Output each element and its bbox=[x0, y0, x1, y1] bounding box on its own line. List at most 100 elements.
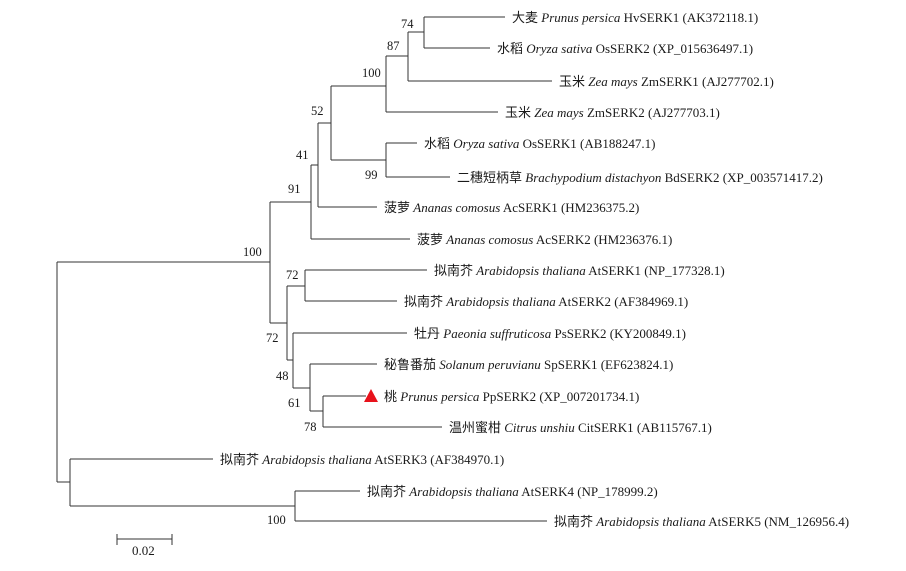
leaf-label-at4: 拟南芥 Arabidopsis thaliana AtSERK4 (NP_178… bbox=[367, 484, 658, 499]
leaf-species-name: Arabidopsis thaliana bbox=[408, 484, 519, 499]
highlight-triangle-icon bbox=[364, 389, 378, 402]
leaf-common-name: 牡丹 bbox=[414, 326, 443, 341]
leaf-accession: (HM236376.1) bbox=[591, 232, 673, 247]
scale-bar: 0.02 bbox=[116, 534, 173, 558]
leaf-common-name: 水稻 bbox=[497, 41, 526, 56]
leaf-label-os1: 水稻 Oryza sativa OsSERK1 (AB188247.1) bbox=[424, 136, 656, 151]
leaf-species-name: Prunus persica bbox=[399, 389, 480, 404]
leaf-gene-name: HvSERK1 bbox=[620, 10, 679, 25]
leaf-species-name: Prunus persica bbox=[540, 10, 621, 25]
leaf-label-sp1: 秘鲁番茄 Solanum peruvianu SpSERK1 (EF623824… bbox=[384, 357, 673, 372]
leaf-common-name: 菠萝 bbox=[384, 200, 413, 215]
leaf-common-name: 拟南芥 bbox=[434, 263, 476, 278]
scale-bar-label: 0.02 bbox=[132, 543, 155, 558]
leaf-gene-name: PsSERK2 bbox=[551, 326, 606, 341]
leaf-species-name: Ananas comosus bbox=[412, 200, 500, 215]
leaf-species-name: Zea mays bbox=[588, 74, 637, 89]
bootstrap-monocot-clade: 91 bbox=[288, 182, 301, 196]
leaf-species-name: Arabidopsis thaliana bbox=[475, 263, 586, 278]
leaf-accession: (AF384970.1) bbox=[427, 452, 504, 467]
bootstrap-os1-bd2: 99 bbox=[365, 168, 378, 182]
leaf-label-ps2: 牡丹 Paeonia suffruticosa PsSERK2 (KY20084… bbox=[414, 326, 686, 341]
leaf-accession: (NP_178999.2) bbox=[574, 484, 658, 499]
bootstrap-grass-clade: 52 bbox=[311, 104, 324, 118]
leaf-label-at3: 拟南芥 Arabidopsis thaliana AtSERK3 (AF3849… bbox=[220, 452, 504, 467]
leaf-label-zm1: 玉米 Zea mays ZmSERK1 (AJ277702.1) bbox=[559, 74, 774, 89]
leaf-species-name: Solanum peruvianu bbox=[439, 357, 541, 372]
leaf-accession: (AB188247.1) bbox=[577, 136, 656, 151]
leaf-species-name: Arabidopsis thaliana bbox=[445, 294, 556, 309]
leaf-common-name: 菠萝 bbox=[417, 232, 446, 247]
bootstrap-at1-at2: 72 bbox=[286, 268, 299, 282]
leaf-common-name: 温州蜜柑 bbox=[449, 420, 504, 435]
leaf-common-name: 拟南芥 bbox=[367, 484, 409, 499]
leaf-common-name: 拟南芥 bbox=[404, 294, 446, 309]
leaf-species-name: Arabidopsis thaliana bbox=[261, 452, 372, 467]
leaf-label-zm2: 玉米 Zea mays ZmSERK2 (AJ277703.1) bbox=[505, 105, 720, 120]
leaf-species-name: Citrus unshiu bbox=[504, 420, 575, 435]
bootstrap-hv-os2: 74 bbox=[401, 17, 414, 31]
leaf-gene-name: BdSERK2 bbox=[661, 170, 719, 185]
leaf-label-at1: 拟南芥 Arabidopsis thaliana AtSERK1 (NP_177… bbox=[434, 263, 725, 278]
leaf-accession: (NP_177328.1) bbox=[641, 263, 725, 278]
bootstrap-at4-at5: 100 bbox=[267, 513, 286, 527]
leaf-accession: (AJ277703.1) bbox=[645, 105, 720, 120]
leaf-gene-name: PpSERK2 bbox=[479, 389, 536, 404]
leaf-common-name: 二穗短柄草 bbox=[457, 170, 525, 185]
leaf-accession: (AK372118.1) bbox=[679, 10, 758, 25]
leaf-species-name: Paeonia suffruticosa bbox=[442, 326, 551, 341]
bootstrap-ac1-clade: 41 bbox=[296, 148, 309, 162]
bootstrap-zm2-clade: 100 bbox=[362, 66, 381, 80]
leaf-accession: (KY200849.1) bbox=[607, 326, 686, 341]
leaf-accession: (XP_003571417.2) bbox=[720, 170, 823, 185]
bootstrap-zm1-clade: 87 bbox=[387, 39, 400, 53]
leaf-label-pp2: 桃 Prunus persica PpSERK2 (XP_007201734.1… bbox=[384, 389, 639, 404]
leaf-label-hv1: 大麦 Prunus persica HvSERK1 (AK372118.1) bbox=[512, 10, 758, 25]
leaf-common-name: 玉米 bbox=[505, 105, 534, 120]
leaf-accession: (AJ277702.1) bbox=[699, 74, 774, 89]
leaf-gene-name: SpSERK1 bbox=[541, 357, 598, 372]
leaf-accession: (HM236375.2) bbox=[558, 200, 640, 215]
leaf-common-name: 秘鲁番茄 bbox=[384, 357, 439, 372]
leaf-accession: (EF623824.1) bbox=[597, 357, 673, 372]
leaf-common-name: 大麦 bbox=[512, 10, 541, 25]
leaf-common-name: 水稻 bbox=[424, 136, 453, 151]
bootstrap-main-clade: 100 bbox=[243, 245, 262, 259]
bootstrap-pp2-cit1: 78 bbox=[304, 420, 317, 434]
leaf-species-name: Ananas comosus bbox=[445, 232, 533, 247]
leaf-common-name: 玉米 bbox=[559, 74, 588, 89]
leaf-label-os2: 水稻 Oryza sativa OsSERK2 (XP_015636497.1) bbox=[497, 41, 753, 56]
tree-branches bbox=[56, 16, 552, 522]
leaf-gene-name: AtSERK3 bbox=[372, 452, 427, 467]
leaf-label-bd2: 二穗短柄草 Brachypodium distachyon BdSERK2 (X… bbox=[457, 170, 823, 185]
leaf-accession: (AF384969.1) bbox=[611, 294, 688, 309]
bootstrap-ps2-clade: 48 bbox=[276, 369, 289, 383]
leaf-species-name: Oryza sativa bbox=[526, 41, 593, 56]
leaf-common-name: 桃 bbox=[384, 389, 400, 404]
tree-labels: 大麦 Prunus persica HvSERK1 (AK372118.1) 水稻… bbox=[220, 10, 849, 529]
leaf-gene-name: AtSERK2 bbox=[556, 294, 611, 309]
leaf-gene-name: AtSERK4 bbox=[519, 484, 575, 499]
leaf-gene-name: AtSERK1 bbox=[586, 263, 641, 278]
bootstrap-sp1-clade: 61 bbox=[288, 396, 301, 410]
leaf-gene-name: OsSERK2 bbox=[592, 41, 649, 56]
leaf-accession: (XP_015636497.1) bbox=[650, 41, 753, 56]
leaf-common-name: 拟南芥 bbox=[554, 514, 596, 529]
leaf-accession: (NM_126956.4) bbox=[761, 514, 849, 529]
leaf-species-name: Arabidopsis thaliana bbox=[595, 514, 706, 529]
leaf-species-name: Zea mays bbox=[534, 105, 583, 120]
leaf-label-ac2: 菠萝 Ananas comosus AcSERK2 (HM236376.1) bbox=[417, 232, 672, 247]
leaf-accession: (AB115767.1) bbox=[634, 420, 712, 435]
leaf-gene-name: AcSERK1 bbox=[500, 200, 557, 215]
leaf-label-at5: 拟南芥 Arabidopsis thaliana AtSERK5 (NM_126… bbox=[554, 514, 849, 529]
leaf-gene-name: OsSERK1 bbox=[519, 136, 576, 151]
leaf-label-cit1: 温州蜜柑 Citrus unshiu CitSERK1 (AB115767.1) bbox=[449, 420, 712, 435]
leaf-gene-name: AtSERK5 bbox=[706, 514, 761, 529]
leaf-gene-name: CitSERK1 bbox=[575, 420, 634, 435]
leaf-accession: (XP_007201734.1) bbox=[536, 389, 639, 404]
leaf-common-name: 拟南芥 bbox=[220, 452, 262, 467]
leaf-species-name: Oryza sativa bbox=[453, 136, 520, 151]
leaf-label-ac1: 菠萝 Ananas comosus AcSERK1 (HM236375.2) bbox=[384, 200, 639, 215]
leaf-gene-name: AcSERK2 bbox=[533, 232, 590, 247]
